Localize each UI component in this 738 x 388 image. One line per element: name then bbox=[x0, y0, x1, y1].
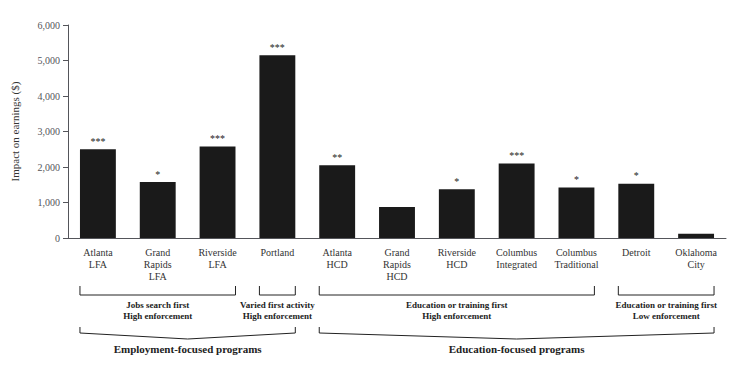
svg-text:Impact on earnings ($): Impact on earnings ($) bbox=[9, 81, 22, 181]
svg-text:3,000: 3,000 bbox=[38, 126, 61, 137]
svg-text:1,000: 1,000 bbox=[38, 197, 61, 208]
svg-text:Jobs search first: Jobs search first bbox=[126, 300, 189, 310]
svg-text:4,000: 4,000 bbox=[38, 91, 61, 102]
svg-text:Low enforcement: Low enforcement bbox=[633, 311, 700, 321]
svg-text:Traditional: Traditional bbox=[554, 259, 598, 270]
svg-text:Riverside: Riverside bbox=[198, 247, 237, 258]
svg-text:High enforcement: High enforcement bbox=[422, 311, 491, 321]
svg-text:LFA: LFA bbox=[208, 259, 227, 270]
svg-text:LFA: LFA bbox=[149, 271, 168, 282]
svg-text:Atlanta: Atlanta bbox=[83, 247, 113, 258]
svg-text:*: * bbox=[634, 170, 639, 181]
svg-text:*: * bbox=[454, 176, 459, 187]
svg-text:HCD: HCD bbox=[327, 259, 348, 270]
svg-text:*: * bbox=[574, 174, 579, 185]
svg-text:Education or training first: Education or training first bbox=[615, 300, 717, 310]
svg-text:High enforcement: High enforcement bbox=[123, 311, 192, 321]
svg-text:LFA: LFA bbox=[89, 259, 108, 270]
svg-text:Education or training first: Education or training first bbox=[406, 300, 508, 310]
svg-text:Atlanta: Atlanta bbox=[322, 247, 352, 258]
svg-text:2,000: 2,000 bbox=[38, 162, 61, 173]
svg-text:Oklahoma: Oklahoma bbox=[675, 247, 717, 258]
svg-text:**: ** bbox=[332, 152, 342, 163]
svg-text:***: *** bbox=[270, 42, 285, 53]
svg-text:***: *** bbox=[90, 136, 105, 147]
svg-text:Integrated: Integrated bbox=[496, 259, 537, 270]
svg-text:Rapids: Rapids bbox=[144, 259, 172, 270]
svg-text:0: 0 bbox=[55, 233, 60, 244]
svg-text:Education-focused programs: Education-focused programs bbox=[449, 343, 585, 355]
svg-text:Columbus: Columbus bbox=[496, 247, 537, 258]
svg-text:City: City bbox=[687, 259, 704, 270]
svg-text:Columbus: Columbus bbox=[556, 247, 597, 258]
svg-text:HCD: HCD bbox=[386, 271, 407, 282]
svg-text:Grand: Grand bbox=[385, 247, 410, 258]
svg-text:*: * bbox=[155, 169, 160, 180]
svg-text:***: *** bbox=[210, 133, 225, 144]
svg-text:6,000: 6,000 bbox=[38, 20, 61, 31]
svg-text:Riverside: Riverside bbox=[438, 247, 477, 258]
svg-text:Detroit: Detroit bbox=[622, 247, 651, 258]
svg-text:Rapids: Rapids bbox=[383, 259, 411, 270]
svg-text:High enforcement: High enforcement bbox=[243, 311, 312, 321]
svg-text:***: *** bbox=[509, 150, 524, 161]
svg-text:5,000: 5,000 bbox=[38, 55, 61, 66]
svg-text:HCD: HCD bbox=[446, 259, 467, 270]
svg-text:Employment-focused programs: Employment-focused programs bbox=[114, 343, 263, 355]
svg-text:Grand: Grand bbox=[145, 247, 170, 258]
svg-text:Portland: Portland bbox=[260, 247, 294, 258]
svg-text:Varied first activity: Varied first activity bbox=[240, 300, 315, 310]
